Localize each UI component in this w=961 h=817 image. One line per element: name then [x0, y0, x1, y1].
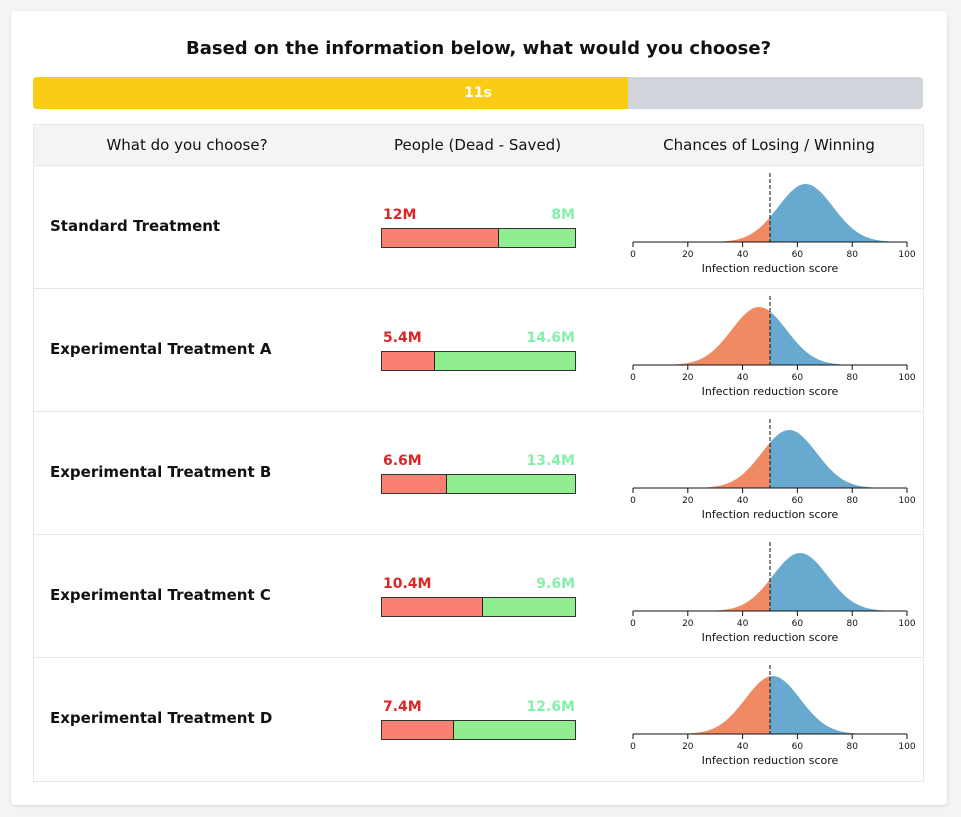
col-people-header: People (Dead - Saved): [393, 136, 562, 154]
axis-tick-label: 0: [630, 373, 636, 383]
winning-area: [770, 430, 918, 488]
axis-tick-label: 0: [630, 619, 636, 629]
axis-label: Infection reduction score: [702, 262, 839, 275]
outcome-bar: [381, 474, 576, 494]
axis-tick-label: 80: [846, 250, 858, 260]
axis-tick-label: 100: [898, 373, 915, 383]
timer-bar: 11s: [33, 77, 923, 109]
axis-tick-label: 0: [630, 250, 636, 260]
axis-tick-label: 60: [792, 742, 804, 752]
dead-bar-segment: [382, 721, 455, 739]
losing-area: [622, 442, 770, 488]
col-chances-header: Chances of Losing / Winning: [663, 136, 875, 154]
saved-count: 13.4M: [526, 453, 575, 469]
options-table: What do you choose? People (Dead - Saved…: [33, 124, 924, 782]
axis-tick-label: 80: [846, 496, 858, 506]
option-row[interactable]: Experimental Treatment C 10.4M 9.6M 0 20 4…: [34, 534, 923, 658]
timer-label: 11s: [464, 85, 492, 101]
axis-label: Infection reduction score: [702, 754, 839, 767]
col-choice-header: What do you choose?: [106, 136, 268, 154]
losing-area: [622, 579, 770, 611]
losing-area: [622, 307, 770, 365]
option-name[interactable]: Experimental Treatment B: [50, 463, 272, 481]
axis-tick-label: 100: [898, 742, 915, 752]
axis-tick-label: 60: [792, 250, 804, 260]
saved-count: 9.6M: [536, 576, 575, 592]
dead-count: 5.4M: [383, 330, 422, 346]
outcome-bar: [381, 720, 576, 740]
outcome-bar: [381, 228, 576, 248]
distribution-chart: 0 20 40 60 80 100 Infection reduction score: [622, 173, 918, 275]
dead-count: 6.6M: [383, 453, 422, 469]
table-header: What do you choose? People (Dead - Saved…: [34, 125, 923, 166]
axis-tick-label: 20: [682, 496, 694, 506]
axis-tick-label: 80: [846, 742, 858, 752]
winning-area: [770, 311, 918, 365]
winning-area: [770, 553, 918, 611]
page-title: Based on the information below, what wou…: [185, 38, 772, 59]
axis-tick-label: 40: [737, 496, 749, 506]
option-row[interactable]: Experimental Treatment A 5.4M 14.6M 0 20 4…: [34, 288, 923, 412]
dead-bar-segment: [382, 229, 499, 247]
axis-tick-label: 40: [737, 250, 749, 260]
dead-count: 12M: [383, 207, 417, 223]
distribution-chart: 0 20 40 60 80 100 Infection reduction score: [622, 665, 918, 767]
distribution-chart: 0 20 40 60 80 100 Infection reduction score: [622, 296, 918, 398]
axis-tick-label: 60: [792, 373, 804, 383]
option-name[interactable]: Experimental Treatment C: [50, 586, 271, 604]
axis-tick-label: 60: [792, 496, 804, 506]
axis-tick-label: 20: [682, 250, 694, 260]
winning-area: [770, 676, 918, 734]
distribution-chart: 0 20 40 60 80 100 Infection reduction score: [622, 542, 918, 644]
saved-count: 8M: [551, 207, 575, 223]
option-name[interactable]: Standard Treatment: [50, 217, 221, 235]
outcome-bar: [381, 597, 576, 617]
axis-tick-label: 60: [792, 619, 804, 629]
dead-count: 10.4M: [383, 576, 432, 592]
axis-tick-label: 20: [682, 619, 694, 629]
winning-area: [770, 184, 918, 242]
option-name[interactable]: Experimental Treatment D: [50, 709, 273, 727]
option-row[interactable]: Standard Treatment 12M 8M 0 20 40 60 80 100 In…: [34, 165, 923, 289]
option-row[interactable]: Experimental Treatment B 6.6M 13.4M 0 20 4…: [34, 411, 923, 535]
axis-tick-label: 20: [682, 742, 694, 752]
dead-bar-segment: [382, 475, 447, 493]
option-row[interactable]: Experimental Treatment D 7.4M 12.6M 0 20 4…: [34, 657, 923, 780]
axis-tick-label: 40: [737, 742, 749, 752]
outcome-bar: [381, 351, 576, 371]
axis-tick-label: 80: [846, 619, 858, 629]
saved-count: 12.6M: [526, 699, 575, 715]
axis-tick-label: 100: [898, 496, 915, 506]
losing-area: [622, 676, 770, 734]
axis-tick-label: 40: [737, 619, 749, 629]
axis-tick-label: 0: [630, 742, 636, 752]
distribution-chart: 0 20 40 60 80 100 Infection reduction score: [622, 419, 918, 521]
timer-fill: [33, 77, 629, 109]
dead-bar-segment: [382, 352, 436, 370]
axis-label: Infection reduction score: [702, 508, 839, 521]
axis-tick-label: 80: [846, 373, 858, 383]
losing-area: [622, 217, 770, 242]
saved-count: 14.6M: [526, 330, 575, 346]
axis-label: Infection reduction score: [702, 631, 839, 644]
axis-tick-label: 100: [898, 250, 915, 260]
axis-tick-label: 100: [898, 619, 915, 629]
axis-tick-label: 20: [682, 373, 694, 383]
axis-label: Infection reduction score: [702, 385, 839, 398]
option-name[interactable]: Experimental Treatment A: [50, 340, 272, 358]
axis-tick-label: 40: [737, 373, 749, 383]
dead-bar-segment: [382, 598, 484, 616]
dead-count: 7.4M: [383, 699, 422, 715]
axis-tick-label: 0: [630, 496, 636, 506]
